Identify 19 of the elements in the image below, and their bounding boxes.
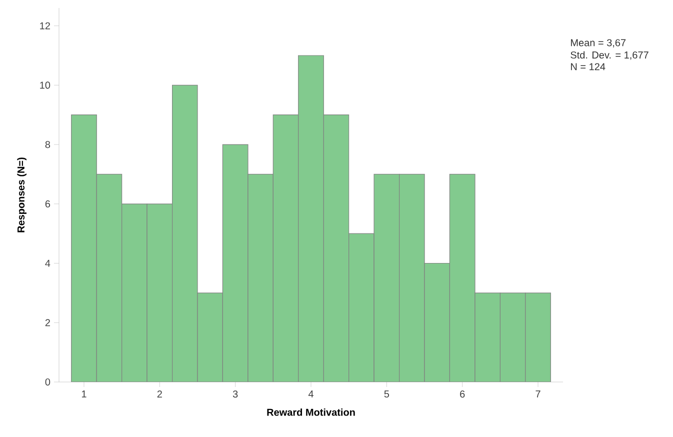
y-tick-label: 6 [45, 200, 50, 208]
y-tick-label: 12 [40, 22, 50, 30]
x-tick-label: 6 [460, 390, 465, 398]
x-tick-label: 4 [308, 390, 314, 398]
text: Mean = 3,67 [571, 39, 626, 48]
y-tick-label: 10 [40, 82, 50, 89]
x-tick-label: 3 [232, 390, 238, 398]
x-tick-label: 7 [536, 390, 540, 398]
x-tick-label: 1 [82, 390, 86, 398]
y-axis-title: Responses (N=) [17, 158, 26, 232]
y-tick-label: 2 [45, 319, 50, 326]
y-tick-label: 0 [45, 378, 50, 386]
x-axis-title: Reward Motivation [267, 408, 355, 416]
x-tick-label: 5 [384, 390, 390, 398]
text: Std. Dev. = 1,677 [570, 51, 648, 60]
x-tick-label: 2 [157, 390, 162, 398]
y-tick-label: 8 [45, 141, 50, 148]
y-tick-label: 4 [45, 260, 50, 267]
text: N = 124 [571, 63, 606, 70]
